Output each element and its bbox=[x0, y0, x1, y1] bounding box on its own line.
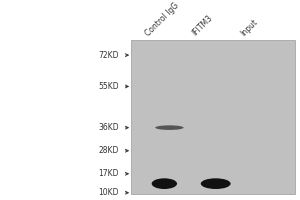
Text: 10KD: 10KD bbox=[98, 188, 119, 197]
Text: IFITM3: IFITM3 bbox=[190, 14, 214, 38]
Text: 17KD: 17KD bbox=[98, 169, 119, 178]
Ellipse shape bbox=[152, 178, 177, 189]
Ellipse shape bbox=[155, 125, 184, 130]
Text: Input: Input bbox=[239, 17, 260, 38]
Text: 36KD: 36KD bbox=[98, 123, 119, 132]
Text: Control IgG: Control IgG bbox=[144, 1, 181, 38]
Text: 72KD: 72KD bbox=[98, 51, 119, 60]
Text: 28KD: 28KD bbox=[98, 146, 118, 155]
Text: 55KD: 55KD bbox=[98, 82, 119, 91]
Bar bbox=[130, 40, 295, 194]
Ellipse shape bbox=[201, 178, 231, 189]
